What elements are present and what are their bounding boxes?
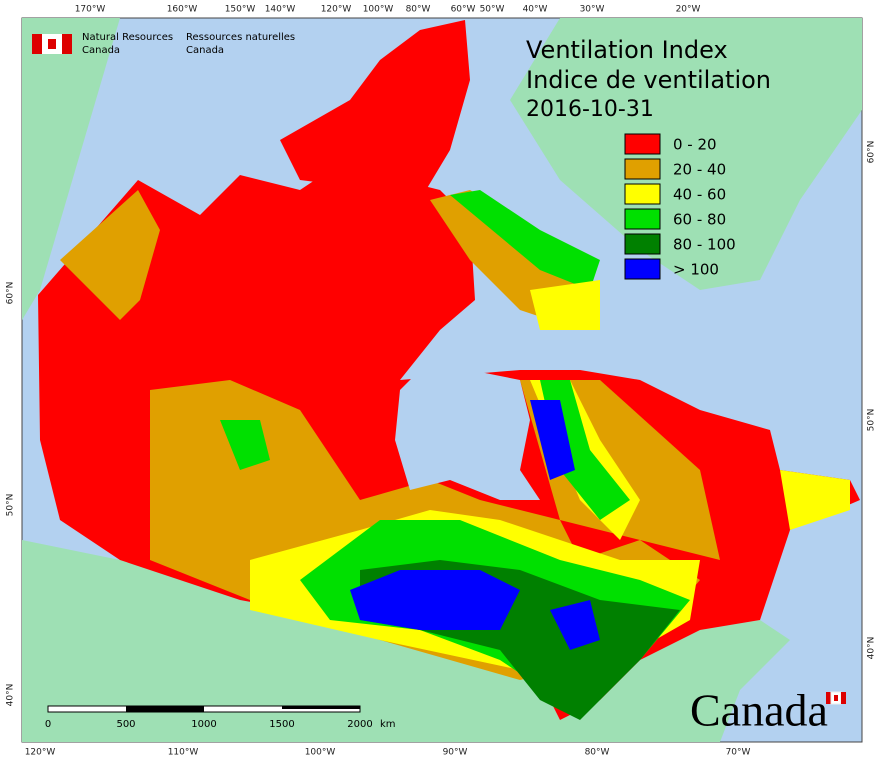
title: Indice de ventilation [526, 66, 771, 94]
date: 2016-10-31 [526, 97, 654, 122]
scale-bar: 0 500 1000 1500 2000 km [45, 705, 396, 730]
legend-swatch [624, 183, 661, 205]
longitude-label: 100°W [363, 5, 394, 15]
longitude-label: 30°W [580, 5, 605, 15]
latitude-label: 40°N [867, 637, 877, 660]
longitude-label: 100°W [305, 748, 336, 758]
legend: 0 - 20 20 - 40 40 - 60 60 - 80 80 - 100 > 100 [624, 133, 736, 280]
latitude-label: 40°N [6, 684, 16, 707]
legend-label: 20 - 40 [673, 161, 726, 179]
legend-label: 80 - 100 [673, 236, 736, 254]
longitude-label: 120°W [25, 748, 56, 758]
legend-label: 60 - 80 [673, 211, 726, 229]
longitude-label: 90°W [443, 748, 468, 758]
longitude-label: 60°W [451, 5, 476, 15]
latitude-label: 60°N [6, 282, 16, 305]
legend-label: > 100 [673, 261, 719, 279]
legend-swatch [624, 133, 661, 155]
longitude-label: 70°W [726, 748, 751, 758]
scale-label: 1500 [269, 719, 294, 730]
longitude-label: 170°W [75, 5, 106, 15]
graticule-labels: 170°W 160°W 150°W 140°W 120°W 100°W 80°W 60°W 50… [6, 5, 877, 758]
longitude-label: 80°W [406, 5, 431, 15]
agency-fr: Ressources naturelles [186, 32, 295, 43]
map-shapes [22, 18, 862, 742]
longitude-label: 40°W [523, 5, 548, 15]
scale-unit: km [380, 719, 396, 730]
longitude-label: 20°W [676, 5, 701, 15]
longitude-label: 150°W [225, 5, 256, 15]
longitude-label: 80°W [585, 748, 610, 758]
legend-swatch [624, 233, 661, 255]
longitude-label: 120°W [321, 5, 352, 15]
agency-en: Natural Resources [82, 32, 173, 43]
longitude-label: 140°W [265, 5, 296, 15]
latitude-label: 50°N [6, 494, 16, 517]
legend-swatch [624, 158, 661, 180]
latitude-label: 60°N [867, 141, 877, 164]
longitude-label: 50°W [480, 5, 505, 15]
legend-swatch [624, 208, 661, 230]
flag-nrcan [32, 34, 72, 54]
scale-label: 0 [45, 719, 51, 730]
longitude-label: 160°W [167, 5, 198, 15]
legend-swatch [624, 258, 661, 280]
wordmark-flag [826, 691, 846, 705]
scale-label: 2000 [347, 719, 372, 730]
title: Ventilation Index [526, 36, 728, 64]
scale-label: 500 [116, 719, 135, 730]
wordmark: Canada [690, 685, 828, 736]
agency-fr: Canada [186, 45, 224, 56]
legend-label: 0 - 20 [673, 136, 717, 154]
latitude-label: 50°N [867, 409, 877, 432]
legend-label: 40 - 60 [673, 186, 726, 204]
scale-label: 1000 [191, 719, 216, 730]
longitude-label: 110°W [168, 748, 199, 758]
agency-en: Canada [82, 45, 120, 56]
